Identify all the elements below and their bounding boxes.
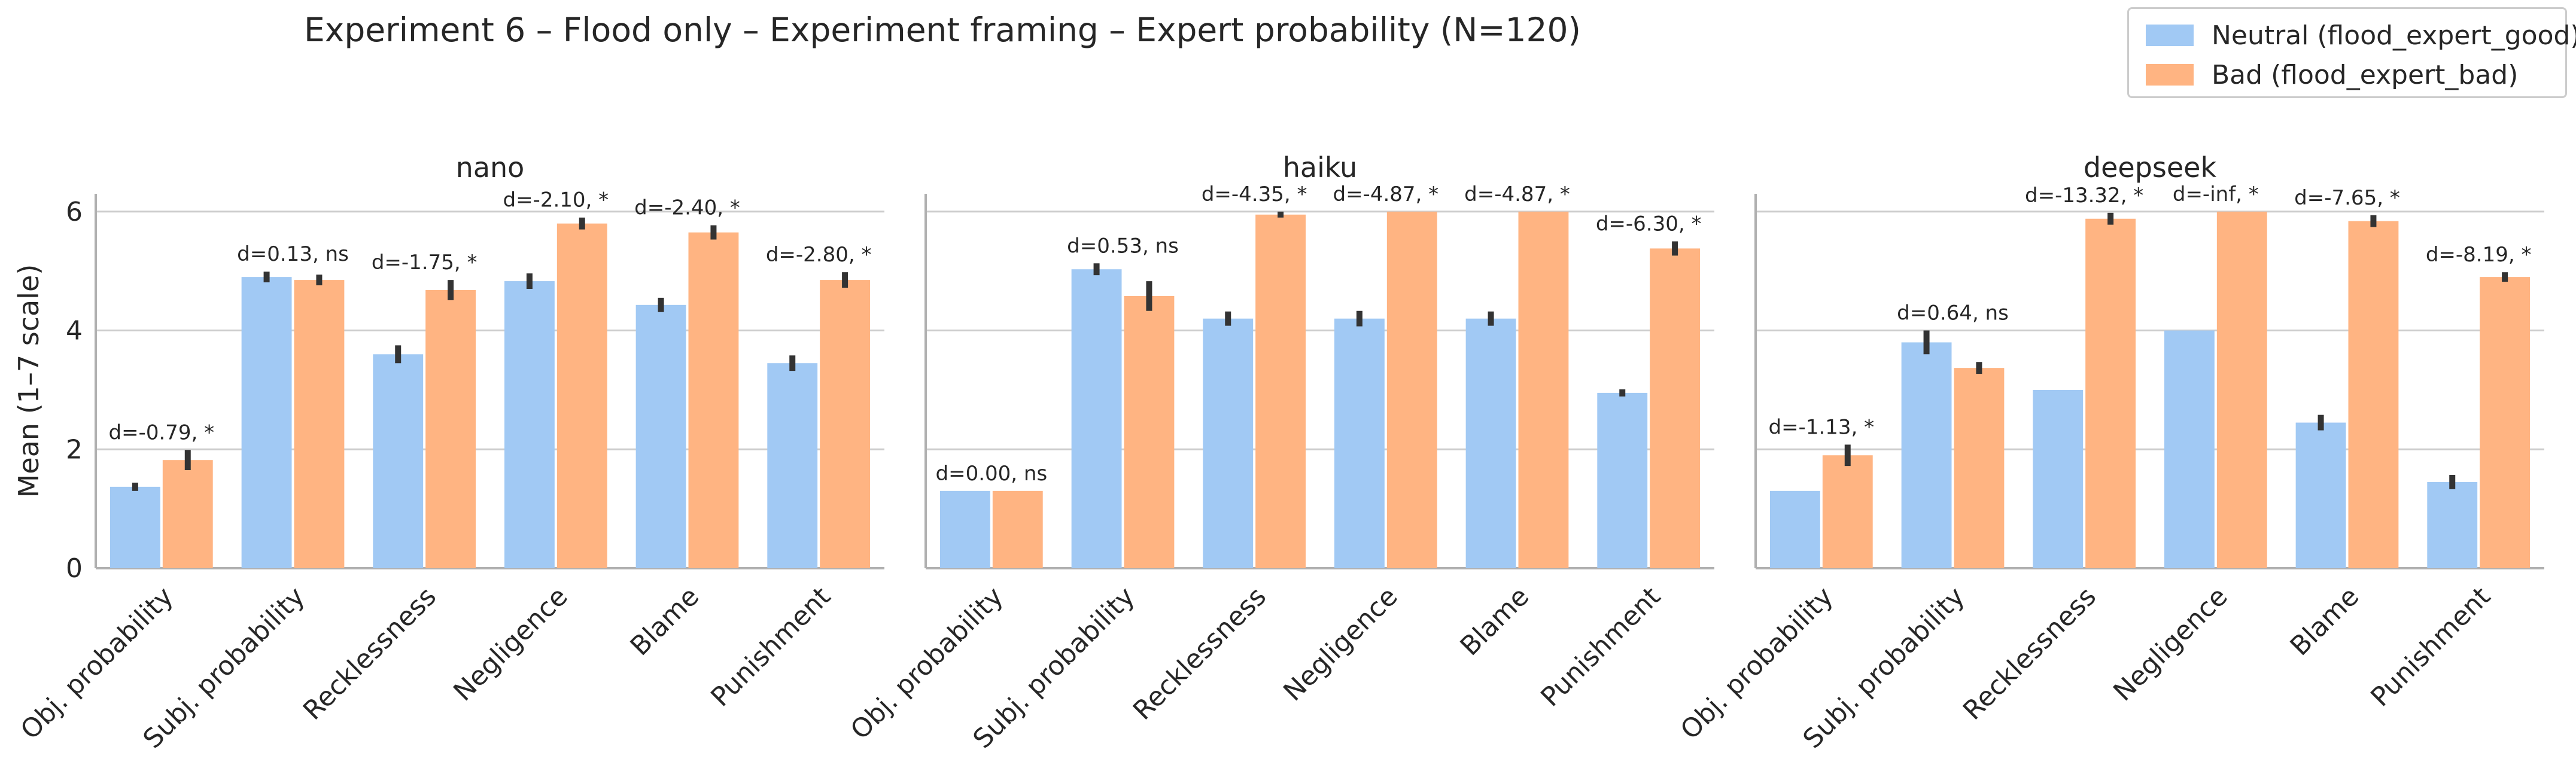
bar — [2480, 277, 2531, 568]
bar — [556, 223, 607, 569]
y-tick-label: 4 — [66, 316, 83, 346]
annotation: d=-1.75, * — [372, 251, 478, 275]
x-tick-label: Punishment — [1535, 581, 1666, 713]
x-tick-label: Recklessness — [297, 581, 442, 726]
legend-swatch-bad — [2146, 64, 2194, 86]
bar — [1822, 455, 1873, 568]
bar — [1334, 318, 1385, 568]
annotation: d=-4.87, * — [1333, 182, 1438, 206]
bar — [2427, 481, 2478, 568]
bar — [1255, 214, 1306, 568]
bar — [241, 277, 292, 568]
bar — [992, 490, 1043, 568]
bar — [635, 304, 686, 568]
x-tick-label: Negligence — [2107, 581, 2233, 707]
bar — [939, 490, 990, 568]
bar — [425, 289, 476, 568]
annotation: d=0.64, ns — [1897, 301, 2009, 325]
annotation: d=-6.30, * — [1596, 212, 1702, 236]
bar — [1386, 211, 1437, 568]
x-tick-label: Punishment — [2365, 581, 2496, 713]
y-tick-label: 2 — [66, 434, 83, 465]
x-tick-label: Punishment — [705, 581, 837, 713]
bar — [2216, 211, 2267, 568]
bar — [688, 232, 739, 569]
bar — [294, 280, 345, 568]
annotation: d=-13.32, * — [2025, 184, 2143, 208]
annotation: d=-4.87, * — [1464, 182, 1570, 206]
x-tick-label: Negligence — [448, 581, 573, 707]
x-tick-label: Recklessness — [1957, 581, 2102, 726]
x-tick-label: Recklessness — [1127, 581, 1272, 726]
panel-title: haiku — [1283, 151, 1358, 184]
panel-title: deepseek — [2084, 151, 2217, 184]
bar — [1901, 342, 1952, 568]
legend-item-neutral: Neutral (flood_expert_good) — [2146, 17, 2576, 53]
annotation: d=-8.19, * — [2426, 243, 2532, 267]
bar — [2085, 218, 2136, 568]
annotation: d=-2.40, * — [634, 196, 740, 220]
annotation: d=-inf, * — [2173, 182, 2259, 206]
figure-title: Experiment 6 – Flood only – Experiment f… — [304, 11, 1581, 49]
annotation: d=0.13, ns — [237, 242, 349, 266]
legend-item-bad: Bad (flood_expert_bad) — [2146, 57, 2518, 93]
panel-title: nano — [456, 151, 525, 184]
bar — [2164, 330, 2215, 568]
y-tick-label: 6 — [66, 197, 83, 227]
bar — [820, 280, 871, 568]
annotation: d=-7.65, * — [2294, 186, 2400, 210]
y-tick-label: 0 — [66, 553, 83, 584]
bar — [373, 354, 424, 568]
bar — [1954, 368, 2005, 568]
y-axis-label: Mean (1–7 scale) — [13, 264, 45, 498]
x-tick-label: Negligence — [1278, 581, 1403, 707]
bar — [2295, 422, 2346, 568]
bar — [1597, 392, 1648, 568]
legend-swatch-neutral — [2146, 25, 2194, 46]
bar — [504, 281, 555, 568]
annotation: d=-2.80, * — [766, 243, 872, 267]
bar — [1769, 490, 1820, 568]
bar — [110, 486, 160, 568]
bar — [1465, 318, 1516, 568]
x-tick-label: Blame — [2285, 581, 2365, 662]
annotation: d=-1.13, * — [1768, 415, 1874, 439]
x-tick-label: Blame — [1455, 581, 1535, 662]
x-tick-label: Blame — [625, 581, 705, 662]
legend-label-bad: Bad (flood_expert_bad) — [2212, 59, 2519, 90]
annotation: d=-4.35, * — [1202, 182, 1307, 206]
legend-label-neutral: Neutral (flood_expert_good) — [2212, 20, 2576, 51]
bar — [767, 363, 818, 568]
bar — [1203, 318, 1254, 568]
annotation: d=0.53, ns — [1067, 234, 1179, 258]
bar — [1071, 269, 1122, 568]
bar — [2033, 389, 2084, 568]
annotation: d=-2.10, * — [503, 188, 609, 212]
bar — [1124, 295, 1175, 568]
legend: Neutral (flood_expert_good) Bad (flood_e… — [2127, 7, 2576, 98]
bar — [2348, 221, 2399, 568]
bar — [1518, 211, 1569, 568]
bar — [1650, 248, 1701, 568]
annotation: d=0.00, ns — [936, 462, 1048, 486]
annotation: d=-0.79, * — [108, 420, 214, 444]
bar — [162, 460, 213, 568]
